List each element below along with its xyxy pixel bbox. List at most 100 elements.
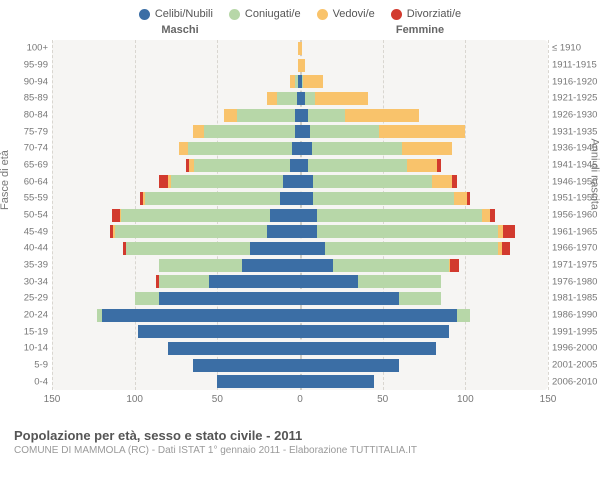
age-label: 10-14 <box>24 343 52 354</box>
female-bar <box>300 142 548 155</box>
age-label: 60-64 <box>24 176 52 187</box>
segment-married <box>399 292 440 305</box>
segment-married <box>188 142 292 155</box>
segment-single <box>290 159 300 172</box>
birth-year-label: 1986-1990 <box>548 310 597 321</box>
age-row: 85-891921-1925 <box>52 90 548 107</box>
segment-married <box>312 142 403 155</box>
segment-married <box>145 192 281 205</box>
segment-divorced <box>503 225 515 238</box>
legend-label: Coniugati/e <box>245 8 301 20</box>
segment-married <box>305 92 315 105</box>
legend-swatch <box>139 9 150 20</box>
female-bar <box>300 242 548 255</box>
age-row: 55-591951-1955 <box>52 190 548 207</box>
segment-married <box>310 125 379 138</box>
birth-year-label: 2001-2005 <box>548 360 597 371</box>
segment-married <box>121 209 270 222</box>
age-label: 85-89 <box>24 93 52 104</box>
segment-widowed <box>432 175 452 188</box>
age-label: 15-19 <box>24 326 52 337</box>
segment-married <box>126 242 250 255</box>
age-label: 20-24 <box>24 310 52 321</box>
birth-year-label: 1921-1925 <box>548 93 597 104</box>
age-label: 50-54 <box>24 210 52 221</box>
birth-year-label: 2006-2010 <box>548 376 597 387</box>
age-row: 5-92001-2005 <box>52 357 548 374</box>
segment-single <box>300 342 436 355</box>
segment-single <box>300 359 399 372</box>
segment-single <box>250 242 300 255</box>
birth-year-label: 1931-1935 <box>548 126 597 137</box>
segment-married <box>358 275 441 288</box>
birth-year-label: 1971-1975 <box>548 260 597 271</box>
legend-item: Divorziati/e <box>391 8 461 20</box>
segment-married <box>325 242 499 255</box>
age-row: 45-491961-1965 <box>52 223 548 240</box>
female-bar <box>300 325 548 338</box>
age-row: 25-291981-1985 <box>52 290 548 307</box>
age-label: 40-44 <box>24 243 52 254</box>
segment-single <box>300 242 325 255</box>
female-bar <box>300 109 548 122</box>
x-axis: 15010050050100150 <box>52 390 548 406</box>
age-row: 0-42006-2010 <box>52 373 548 390</box>
segment-single <box>300 325 449 338</box>
legend-item: Coniugati/e <box>229 8 301 20</box>
segment-married <box>237 109 295 122</box>
age-label: 70-74 <box>24 143 52 154</box>
legend-item: Vedovi/e <box>317 8 375 20</box>
age-row: 20-241986-1990 <box>52 307 548 324</box>
pyramid-chart: Fasce di età Anni di nascita 100+≤ 19109… <box>0 40 600 420</box>
age-row: 80-841926-1930 <box>52 107 548 124</box>
male-bar <box>52 342 300 355</box>
x-tick: 150 <box>540 394 557 405</box>
segment-widowed <box>300 59 305 72</box>
female-bar <box>300 275 548 288</box>
legend-swatch <box>317 9 328 20</box>
age-row: 65-691941-1945 <box>52 157 548 174</box>
birth-year-label: 1936-1940 <box>548 143 597 154</box>
segment-single <box>300 175 313 188</box>
age-label: 0-4 <box>34 376 52 387</box>
chart-subtitle: COMUNE DI MAMMOLA (RC) - Dati ISTAT 1° g… <box>14 443 586 456</box>
age-row: 50-541956-1960 <box>52 207 548 224</box>
male-bar <box>52 259 300 272</box>
male-bar <box>52 209 300 222</box>
female-bar <box>300 92 548 105</box>
segment-married <box>277 92 297 105</box>
x-tick: 0 <box>297 394 303 405</box>
birth-year-label: 1981-1985 <box>548 293 597 304</box>
segment-single <box>300 309 457 322</box>
segment-single <box>300 159 308 172</box>
males-title: Maschi <box>60 24 300 36</box>
segment-single <box>300 259 333 272</box>
birth-year-label: 1996-2000 <box>548 343 597 354</box>
segment-widowed <box>179 142 187 155</box>
female-bar <box>300 125 548 138</box>
segment-married <box>317 225 499 238</box>
segment-divorced <box>502 242 510 255</box>
x-tick: 150 <box>44 394 61 405</box>
male-bar <box>52 292 300 305</box>
segment-married <box>308 109 344 122</box>
x-tick: 100 <box>126 394 143 405</box>
male-bar <box>52 192 300 205</box>
segment-divorced <box>490 209 495 222</box>
side-titles: Maschi Femmine <box>0 24 600 40</box>
x-tick: 50 <box>212 394 223 405</box>
segment-single <box>159 292 300 305</box>
age-label: 45-49 <box>24 226 52 237</box>
legend-label: Vedovi/e <box>333 8 375 20</box>
females-title: Femmine <box>300 24 540 36</box>
age-row: 40-441966-1970 <box>52 240 548 257</box>
birth-year-label: 1916-1920 <box>548 76 597 87</box>
age-row: 100+≤ 1910 <box>52 40 548 57</box>
segment-single <box>300 125 310 138</box>
male-bar <box>52 92 300 105</box>
segment-widowed <box>224 109 237 122</box>
male-bar <box>52 142 300 155</box>
legend-swatch <box>391 9 402 20</box>
male-bar <box>52 242 300 255</box>
female-bar <box>300 59 548 72</box>
